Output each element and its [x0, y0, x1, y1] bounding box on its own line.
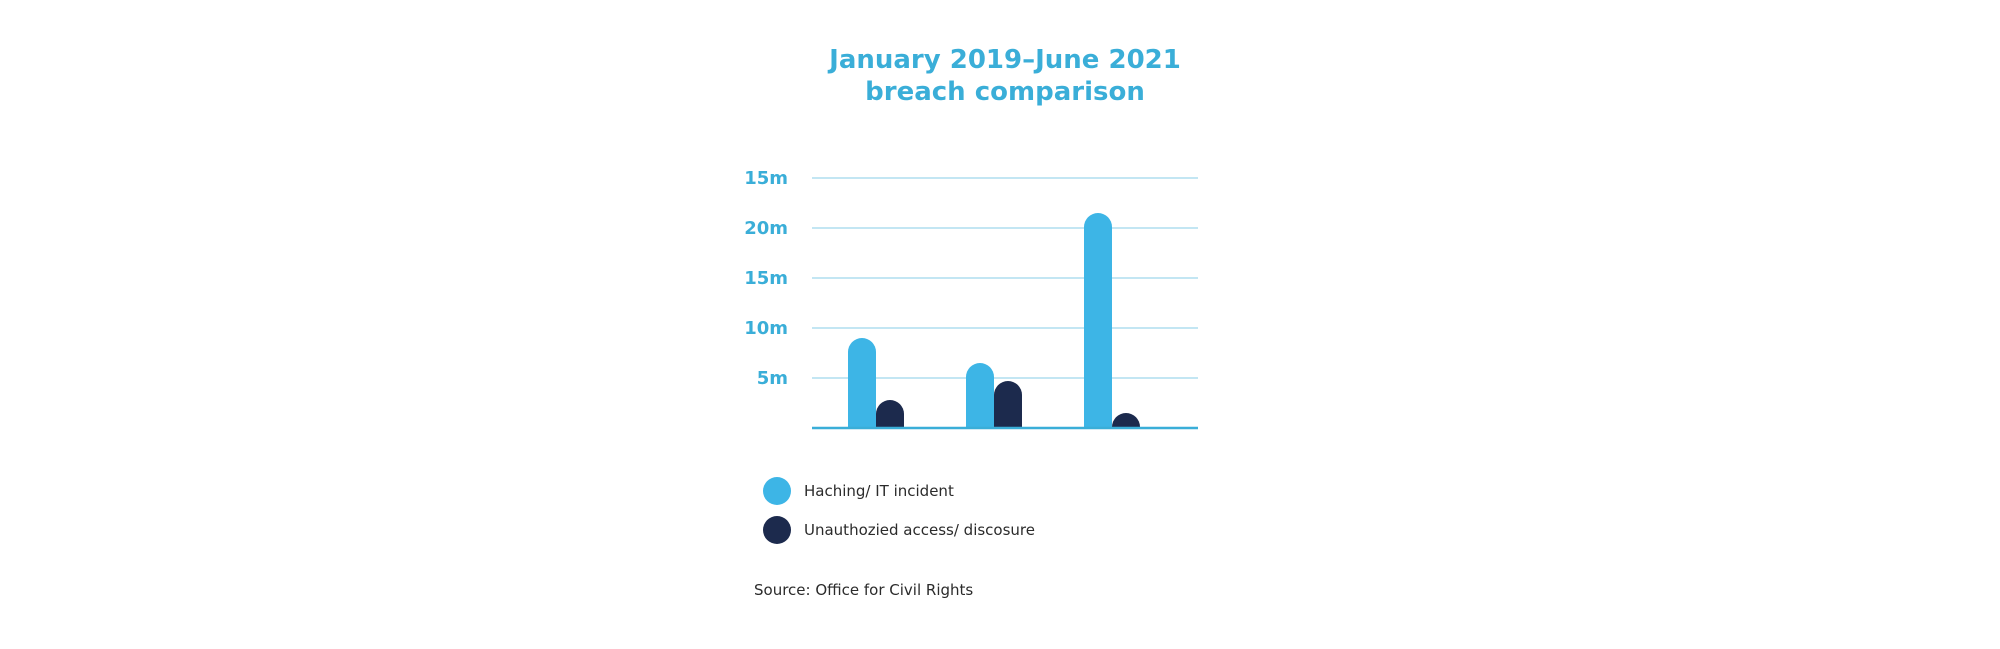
legend-swatch-unauthorized: [763, 516, 791, 544]
y-tick-label: 20m: [744, 218, 788, 239]
bar-hacking: [1084, 213, 1112, 428]
y-tick-label: 10m: [744, 318, 788, 339]
legend-swatch-hacking: [763, 477, 791, 505]
y-tick-label: 15m: [744, 268, 788, 289]
bar-hacking: [848, 338, 876, 428]
chart-title-line-1: January 2019–June 2021: [829, 45, 1181, 75]
bar-unauthorized: [876, 400, 904, 428]
y-tick-label: 15m: [744, 168, 788, 189]
y-tick-label: 5m: [757, 368, 788, 389]
chart-title-line-2: breach comparison: [865, 77, 1145, 107]
legend-label-hacking: Haching/ IT incident: [804, 482, 954, 500]
source-note: Source: Office for Civil Rights: [754, 581, 974, 599]
chart-title: January 2019–June 2021 breach comparison: [0, 44, 2000, 108]
bar-hacking: [966, 363, 994, 428]
legend-label-unauthorized: Unauthozied access/ discosure: [804, 521, 1035, 539]
bar-unauthorized: [1112, 413, 1140, 428]
bar-unauthorized: [994, 381, 1022, 428]
